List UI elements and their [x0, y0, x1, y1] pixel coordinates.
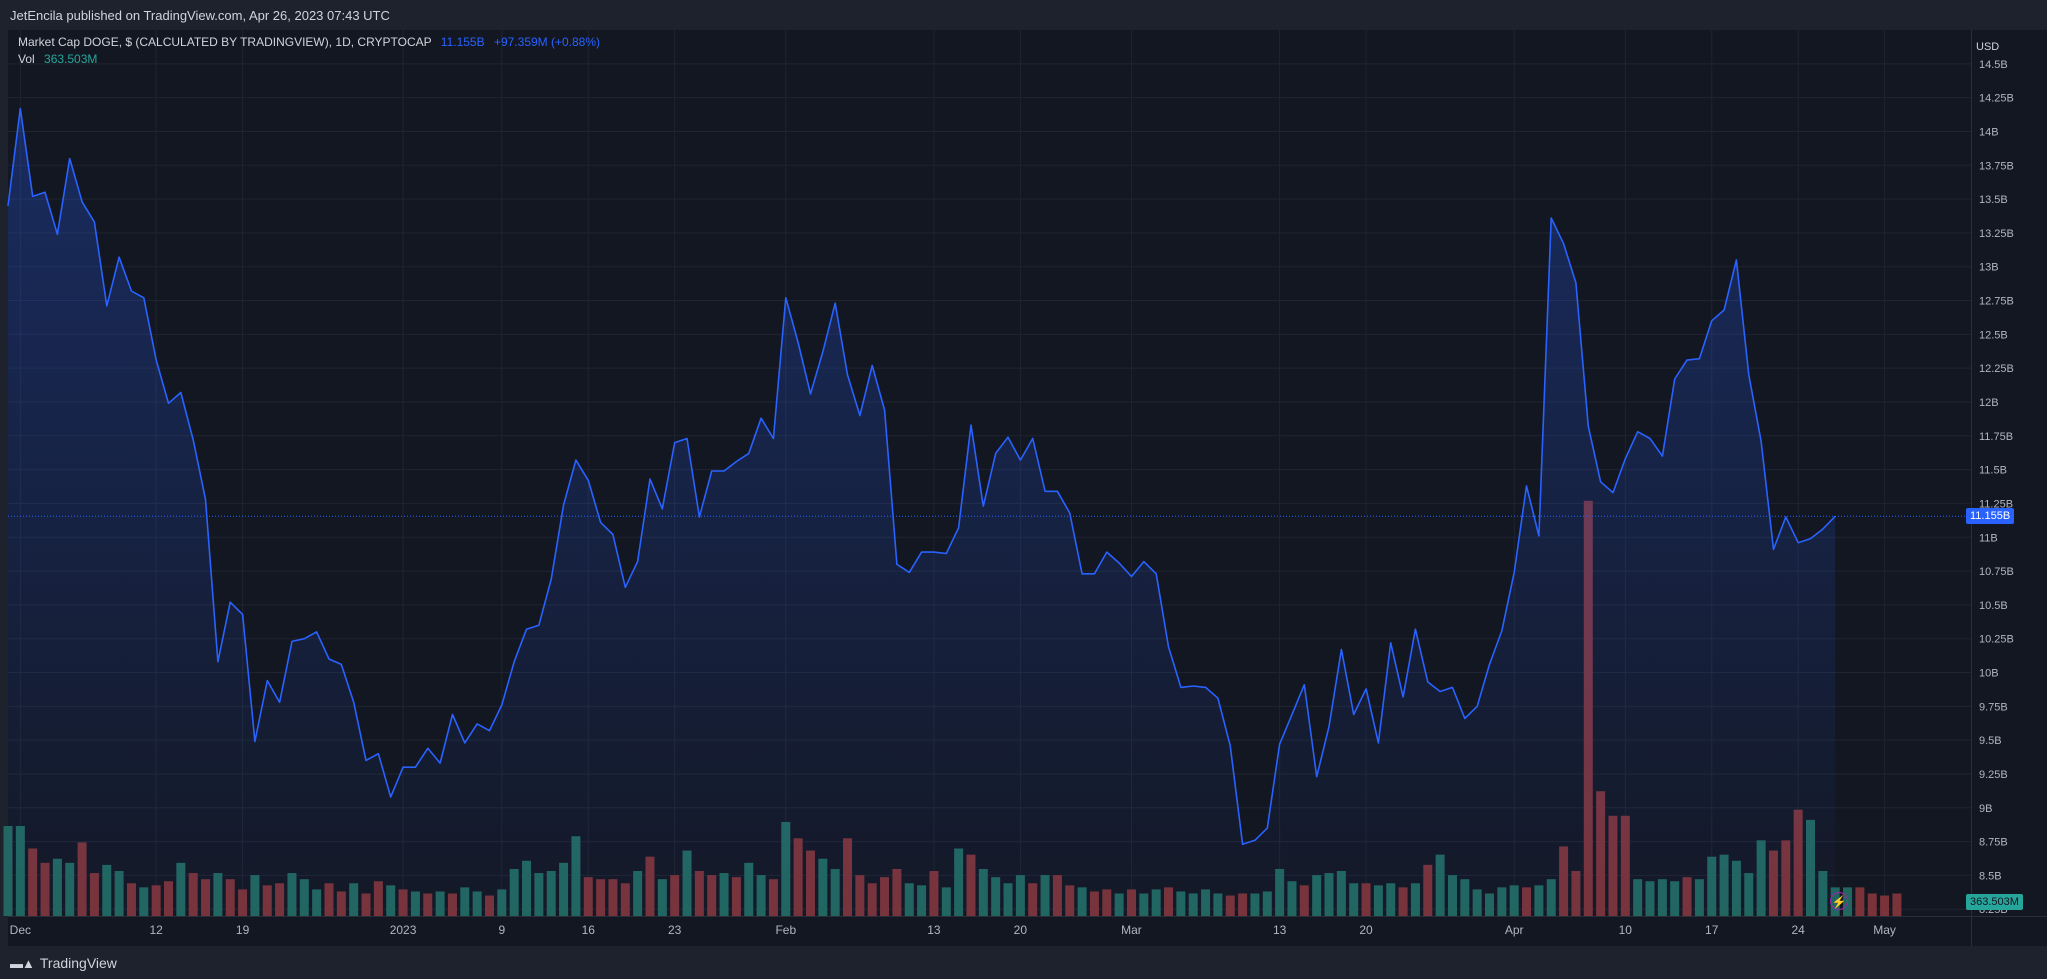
- price-tick-label: 11B: [1979, 532, 1998, 544]
- tv-logo-icon: ▬▲: [10, 955, 35, 971]
- price-tick-label: 13.25B: [1979, 228, 2014, 240]
- price-tick-label: 8.75B: [1979, 837, 2008, 849]
- price-tick-label: 8.5B: [1979, 870, 2002, 882]
- price-line: [7, 107, 1836, 846]
- price-tick-label: 10.25B: [1979, 634, 2014, 646]
- legend-main-row: Market Cap DOGE, $ (CALCULATED BY TRADIN…: [18, 34, 600, 51]
- time-tick-label: 12: [149, 923, 163, 937]
- time-tick-label: Feb: [775, 923, 796, 937]
- legend-volume-row: Vol 363.503M: [18, 51, 600, 68]
- price-tick-label: 14B: [1979, 126, 1999, 138]
- axis-corner: [1971, 916, 2047, 947]
- time-tick-label: Dec: [10, 923, 31, 937]
- price-tick-label: 13.75B: [1979, 160, 2014, 172]
- price-tick-label: 10B: [1979, 668, 1999, 680]
- price-axis[interactable]: [1971, 30, 2047, 916]
- price-tick-label: 9.5B: [1979, 735, 2002, 747]
- price-tick-label: 12.5B: [1979, 329, 2008, 341]
- price-tick-label: 12.25B: [1979, 363, 2014, 375]
- brand-name: TradingView: [39, 955, 117, 971]
- time-tick-label: 17: [1705, 923, 1719, 937]
- volume-bar: [1867, 893, 1877, 916]
- time-tick-label: 20: [1359, 923, 1373, 937]
- time-tick-label: Mar: [1121, 923, 1142, 937]
- symbol-title[interactable]: Market Cap DOGE, $ (CALCULATED BY TRADIN…: [18, 35, 432, 49]
- price-tick-label: 9B: [1979, 803, 1992, 815]
- price-tick-label: 11.25B: [1979, 498, 2013, 510]
- price-tick-label: 12.75B: [1979, 296, 2014, 308]
- time-tick-label: Apr: [1505, 923, 1524, 937]
- price-tick-label: 9.25B: [1979, 769, 2008, 781]
- change-value: +97.359M (+0.88%): [493, 35, 601, 49]
- time-tick-label: 2023: [390, 923, 417, 937]
- price-tick-label: 10.5B: [1979, 600, 2008, 612]
- flash-icon[interactable]: ⚡: [1830, 892, 1848, 910]
- time-tick-label: 13: [927, 923, 941, 937]
- time-tick-label: 23: [668, 923, 682, 937]
- volume-label[interactable]: Vol: [18, 52, 35, 66]
- price-tick-label: 13B: [1979, 262, 1999, 274]
- time-axis[interactable]: [8, 916, 1971, 947]
- price-tick-label: 12B: [1979, 397, 1999, 409]
- time-tick-label: 20: [1014, 923, 1028, 937]
- volume-bar: [1892, 893, 1902, 916]
- chart-legend: Market Cap DOGE, $ (CALCULATED BY TRADIN…: [18, 34, 600, 68]
- publication-header: JetEncila published on TradingView.com, …: [0, 0, 2047, 30]
- price-tick-label: 10.75B: [1979, 566, 2014, 578]
- volume-tag: 363.503M: [1966, 894, 2023, 910]
- volume-bar: [1855, 887, 1865, 916]
- price-tick-label: 14.5B: [1979, 59, 2008, 71]
- price-tick-label: 14.25B: [1979, 93, 2014, 105]
- price-tick-label: 11.5B: [1979, 465, 2007, 477]
- time-tick-label: 9: [498, 923, 505, 937]
- price-tick-label: 13.5B: [1979, 194, 2008, 206]
- time-tick-label: 16: [582, 923, 596, 937]
- time-tick-label: 19: [236, 923, 250, 937]
- volume-bar: [1880, 895, 1890, 916]
- time-tick-label: May: [1873, 923, 1896, 937]
- area-fill: [8, 108, 1836, 916]
- last-price-tag: 11.155B: [1966, 508, 2015, 525]
- footer-bar: ▬▲ TradingView: [0, 946, 2047, 979]
- volume-value: 363.503M: [44, 52, 98, 66]
- price-tick-label: 11.75B: [1979, 431, 2013, 443]
- price-tick-label: 9.75B: [1979, 701, 2008, 713]
- last-value: 11.155B: [440, 35, 485, 49]
- time-tick-label: 13: [1273, 923, 1287, 937]
- currency-label[interactable]: USD: [1976, 41, 2000, 53]
- publisher-info: JetEncila published on TradingView.com, …: [10, 8, 390, 23]
- time-tick-label: 24: [1791, 923, 1805, 937]
- time-tick-label: 10: [1619, 923, 1633, 937]
- tradingview-logo[interactable]: ▬▲ TradingView: [10, 955, 117, 971]
